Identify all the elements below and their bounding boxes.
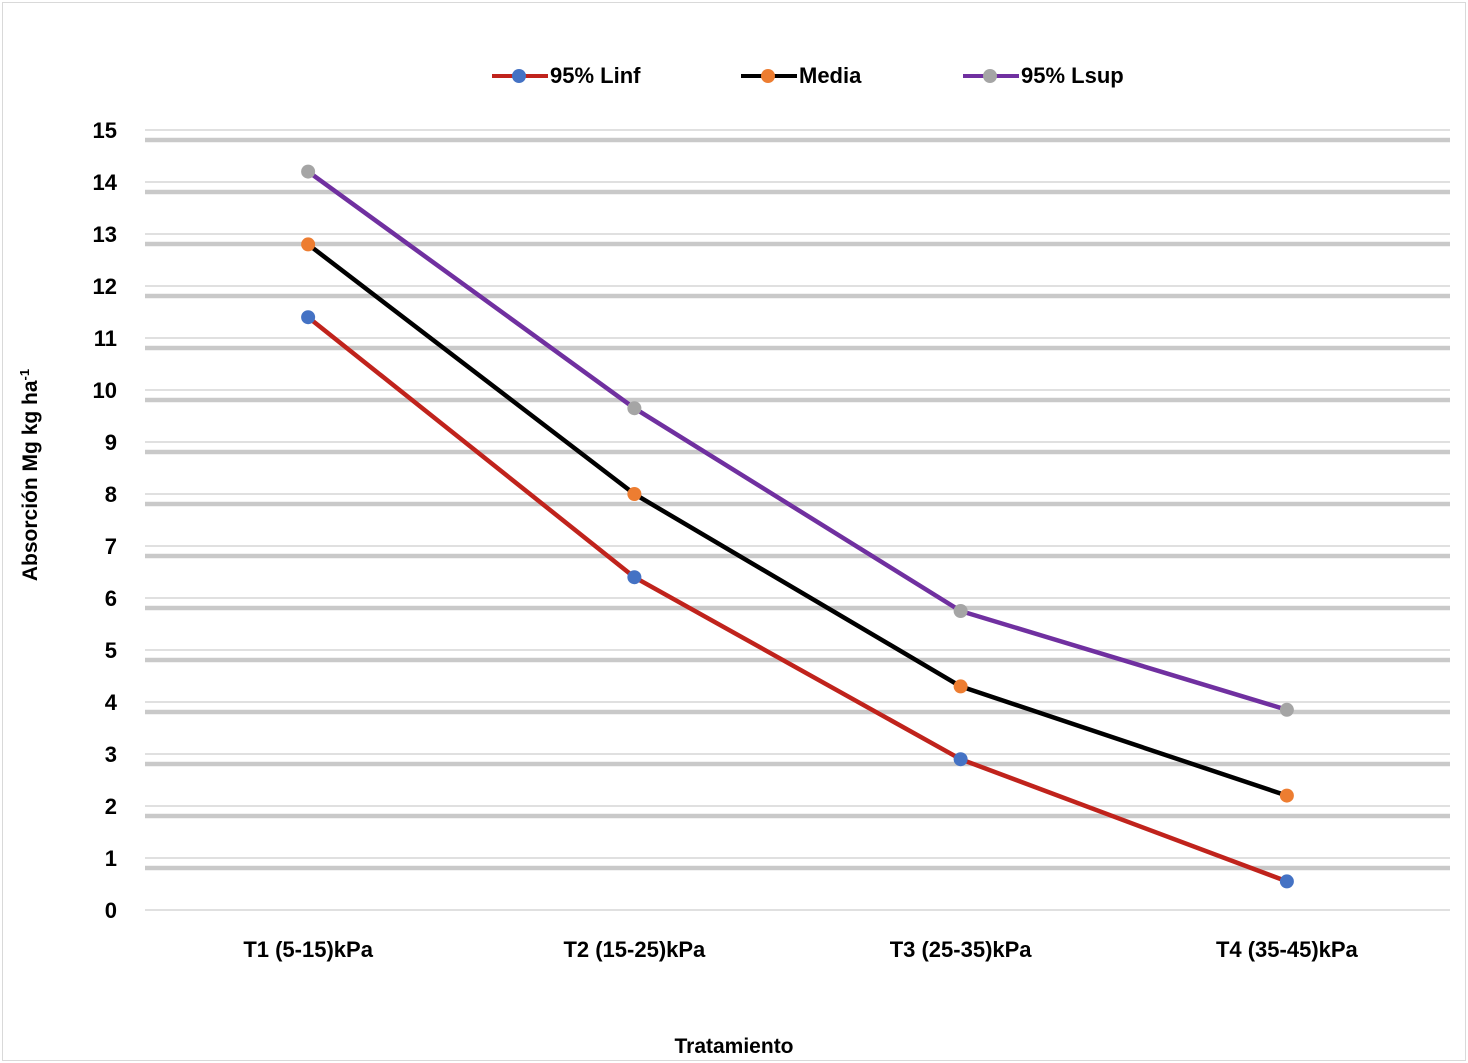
y-tick-label: 8 [105, 482, 117, 507]
series-95-linf-point [1279, 874, 1294, 889]
y-tick-label: 1 [105, 846, 117, 871]
series-95-lsup-point [627, 401, 642, 416]
series-95-linf-point [627, 570, 642, 585]
y-tick-label: 11 [94, 326, 117, 351]
legend-item-95-lsup: 95% Lsup [963, 58, 1124, 94]
series-media-point [627, 487, 642, 501]
y-tick-label: 0 [105, 898, 117, 923]
series-media-point [953, 679, 968, 694]
series-95-lsup-point [953, 604, 968, 618]
y-tick-label: 9 [105, 430, 117, 455]
legend: 95% Linf Media 95% Lsup [0, 58, 1468, 94]
series-95-lsup-point [301, 164, 316, 179]
series-media-point [301, 237, 316, 252]
y-tick-label: 2 [105, 794, 117, 819]
legend-label-95-lsup: 95% Lsup [1021, 63, 1124, 88]
x-tick-label: T1 (5-15)kPa [243, 937, 373, 962]
legend-item-95-linf: 95% Linf [492, 58, 640, 94]
legend-swatch-media [741, 58, 797, 94]
legend-label-95-linf: 95% Linf [550, 63, 641, 88]
x-tick-label: T2 (15-25)kPa [563, 937, 706, 962]
legend-label-media: Media [799, 63, 862, 88]
series-media-line [305, 242, 1290, 798]
x-axis-label: Tratamiento [674, 1035, 794, 1058]
legend-item-media: Media [741, 58, 861, 94]
y-tick-label: 14 [93, 170, 118, 195]
legend-swatch-95-linf [492, 58, 548, 94]
y-tick-label: 10 [93, 378, 117, 403]
x-tick-label: T4 (35-45)kPa [1216, 937, 1359, 962]
y-tick-label: 5 [105, 638, 117, 663]
series-95-linf-line [305, 314, 1290, 884]
y-tick-label: 12 [93, 274, 117, 299]
y-tick-label: 3 [105, 742, 117, 767]
series-95-linf-point [953, 752, 968, 767]
legend-swatch-95-lsup [963, 58, 1019, 94]
y-tick-label: 13 [93, 222, 117, 247]
series-media-point [1279, 788, 1294, 803]
y-tick-label: 7 [105, 534, 117, 559]
y-tick-label: 4 [105, 690, 118, 715]
series-95-lsup-line [305, 169, 1290, 713]
y-tick-label: 15 [93, 118, 117, 143]
x-tick-label: T3 (25-35)kPa [890, 937, 1033, 962]
y-tick-label: 6 [105, 586, 117, 611]
series-95-lsup-point [1279, 702, 1294, 717]
series-95-linf-point [301, 310, 316, 325]
